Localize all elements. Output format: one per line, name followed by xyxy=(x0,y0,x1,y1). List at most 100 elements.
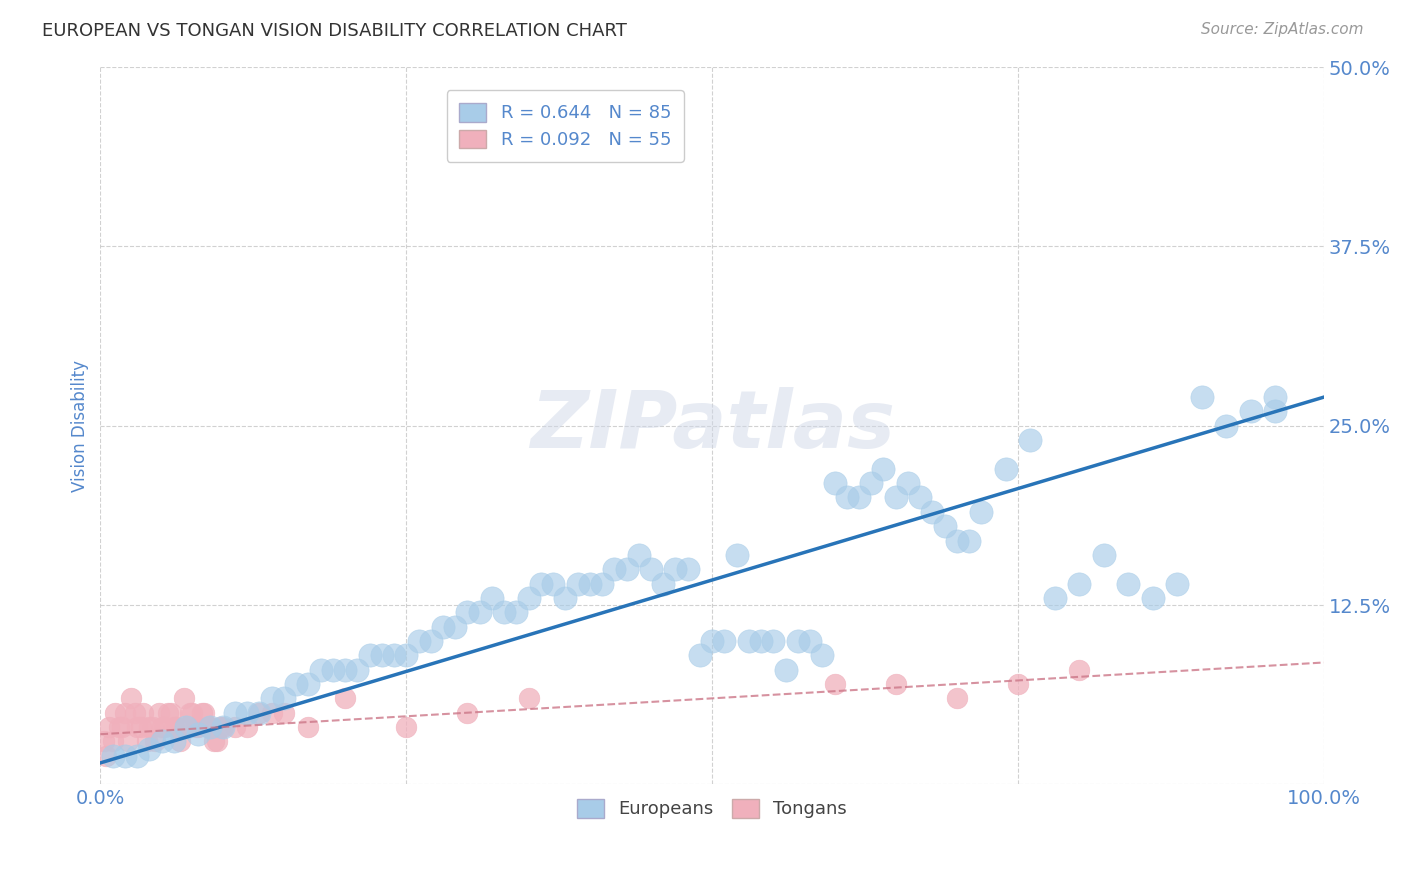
Point xyxy=(494,605,516,619)
Point xyxy=(616,562,638,576)
Point xyxy=(174,720,197,734)
Point xyxy=(145,734,167,748)
Point xyxy=(444,619,467,633)
Point xyxy=(481,591,503,605)
Point xyxy=(456,706,478,720)
Point xyxy=(111,720,134,734)
Point xyxy=(884,677,907,691)
Point xyxy=(181,706,204,720)
Point xyxy=(689,648,711,663)
Point xyxy=(408,634,430,648)
Point xyxy=(1019,433,1042,447)
Point xyxy=(346,663,368,677)
Point xyxy=(1191,390,1213,404)
Point xyxy=(101,734,124,748)
Point xyxy=(129,720,152,734)
Point xyxy=(138,741,160,756)
Point xyxy=(1069,663,1091,677)
Text: Source: ZipAtlas.com: Source: ZipAtlas.com xyxy=(1201,22,1364,37)
Point xyxy=(824,476,846,491)
Point xyxy=(371,648,394,663)
Point xyxy=(1043,591,1066,605)
Point xyxy=(236,720,259,734)
Point xyxy=(1007,677,1029,691)
Legend: Europeans, Tongans: Europeans, Tongans xyxy=(569,792,855,826)
Point xyxy=(505,605,527,619)
Point xyxy=(946,533,969,548)
Point xyxy=(432,619,454,633)
Point xyxy=(191,706,214,720)
Text: ZIPatlas: ZIPatlas xyxy=(530,387,894,465)
Point xyxy=(786,634,808,648)
Point xyxy=(603,562,626,576)
Point xyxy=(174,720,197,734)
Point xyxy=(1264,390,1286,404)
Point xyxy=(107,720,129,734)
Point xyxy=(224,706,246,720)
Point xyxy=(811,648,834,663)
Point xyxy=(957,533,980,548)
Point xyxy=(578,576,600,591)
Point xyxy=(359,648,381,663)
Point xyxy=(1069,576,1091,591)
Point xyxy=(148,706,170,720)
Point xyxy=(1215,418,1237,433)
Point xyxy=(260,706,283,720)
Point xyxy=(236,706,259,720)
Text: EUROPEAN VS TONGAN VISION DISABILITY CORRELATION CHART: EUROPEAN VS TONGAN VISION DISABILITY COR… xyxy=(42,22,627,40)
Point xyxy=(197,720,219,734)
Point xyxy=(554,591,576,605)
Point xyxy=(260,691,283,706)
Point xyxy=(187,727,209,741)
Point xyxy=(297,720,319,734)
Point xyxy=(799,634,821,648)
Point xyxy=(211,720,233,734)
Point xyxy=(1166,576,1188,591)
Point xyxy=(322,663,344,677)
Point xyxy=(211,720,233,734)
Point xyxy=(114,706,136,720)
Point xyxy=(97,720,120,734)
Point xyxy=(125,720,148,734)
Point xyxy=(934,519,956,533)
Point xyxy=(517,591,540,605)
Point xyxy=(150,720,173,734)
Point xyxy=(908,491,931,505)
Point xyxy=(93,734,115,748)
Point xyxy=(202,734,225,748)
Point xyxy=(309,663,332,677)
Point xyxy=(860,476,883,491)
Point xyxy=(114,748,136,763)
Point xyxy=(970,505,993,519)
Point xyxy=(273,706,295,720)
Point xyxy=(101,748,124,763)
Point xyxy=(135,734,157,748)
Point xyxy=(132,706,155,720)
Point xyxy=(530,576,553,591)
Point xyxy=(872,462,894,476)
Y-axis label: Vision Disability: Vision Disability xyxy=(72,359,89,491)
Point xyxy=(104,706,127,720)
Point xyxy=(184,720,207,734)
Point xyxy=(156,706,179,720)
Point xyxy=(124,706,146,720)
Point xyxy=(824,677,846,691)
Point xyxy=(249,706,271,720)
Point xyxy=(150,734,173,748)
Point xyxy=(155,720,177,734)
Point xyxy=(713,634,735,648)
Point xyxy=(297,677,319,691)
Point xyxy=(541,576,564,591)
Point xyxy=(921,505,943,519)
Point xyxy=(160,706,183,720)
Point xyxy=(1116,576,1139,591)
Point xyxy=(468,605,491,619)
Point xyxy=(187,720,209,734)
Point xyxy=(125,748,148,763)
Point xyxy=(200,720,222,734)
Point xyxy=(224,720,246,734)
Point xyxy=(173,691,195,706)
Point xyxy=(209,720,232,734)
Point xyxy=(273,691,295,706)
Point xyxy=(138,720,160,734)
